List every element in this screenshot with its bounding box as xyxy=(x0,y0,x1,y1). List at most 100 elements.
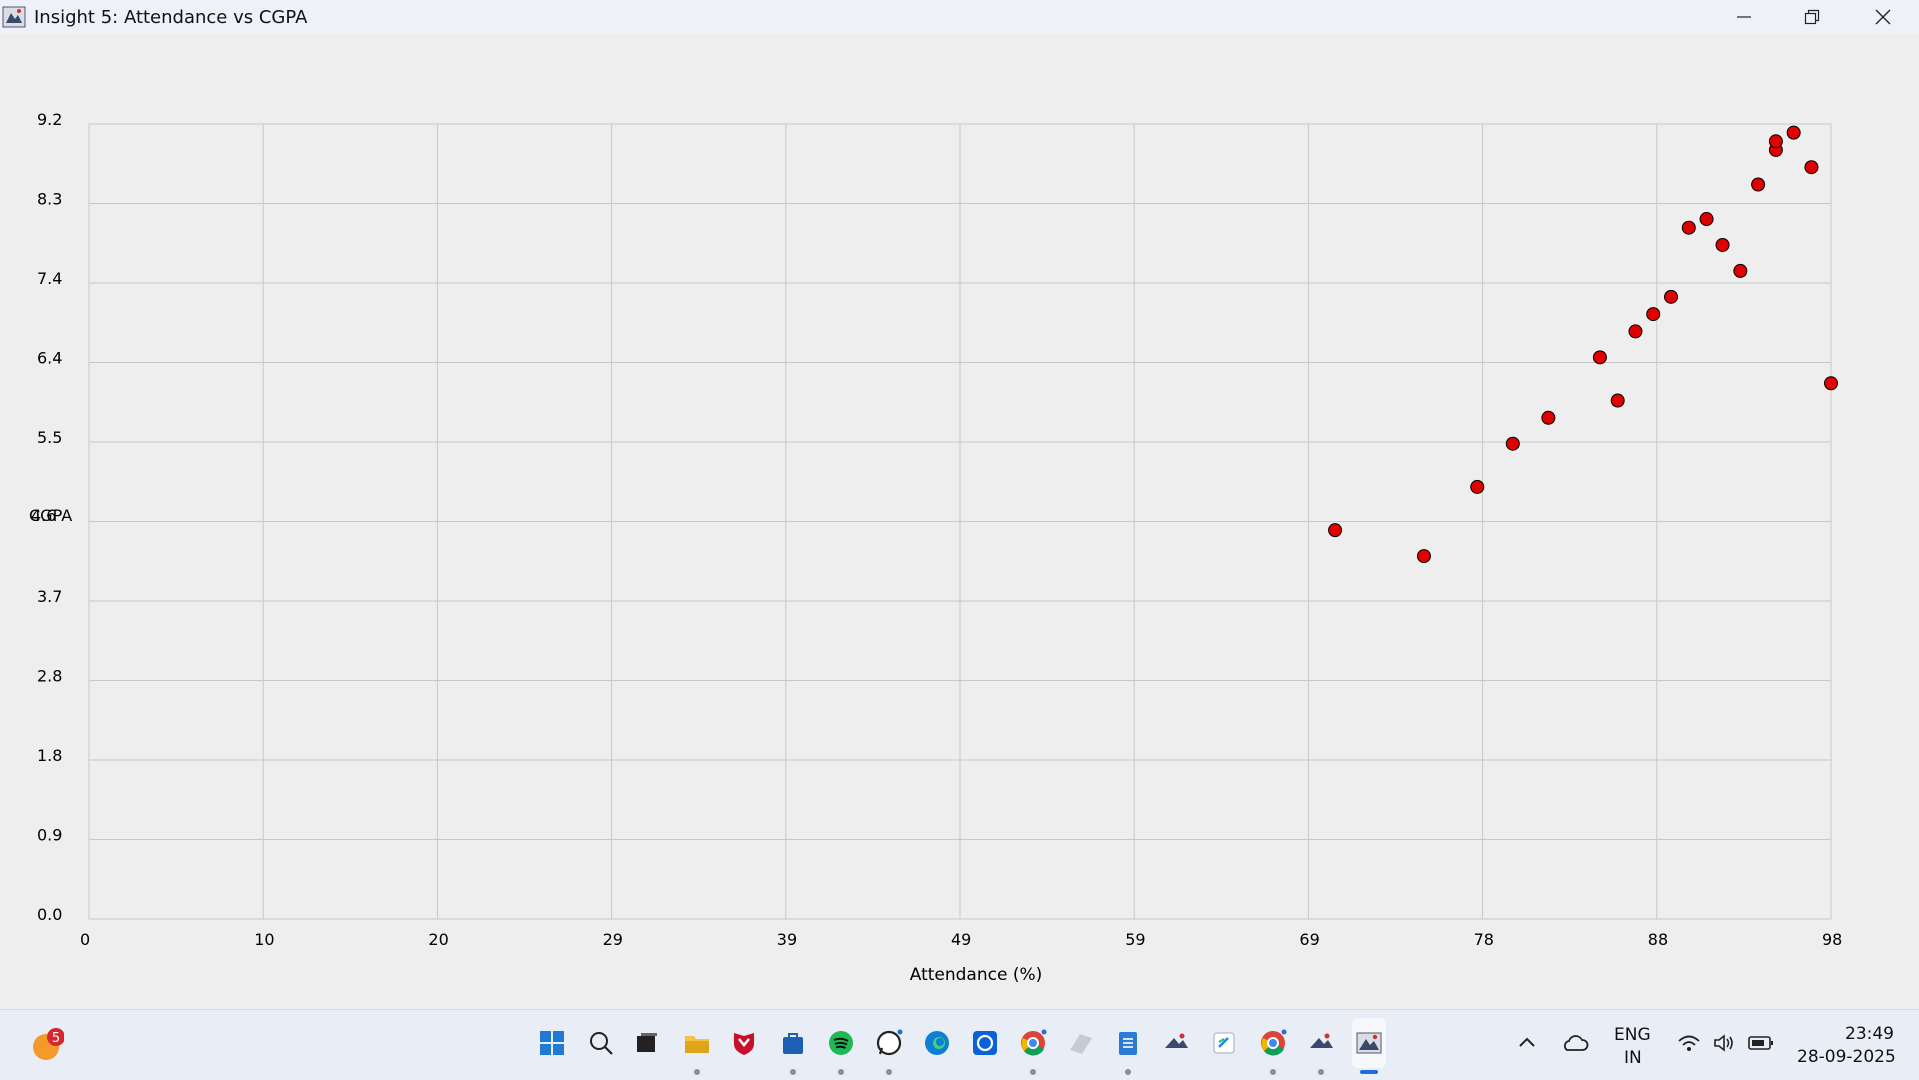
title-bar: Insight 5: Attendance vs CGPA xyxy=(0,0,1919,34)
start-button[interactable] xyxy=(535,1026,569,1060)
mcafee-button[interactable] xyxy=(727,1026,761,1060)
spotify-button[interactable] xyxy=(824,1026,858,1060)
clock-time[interactable]: 23:49 xyxy=(1845,1024,1894,1044)
running-indicator xyxy=(886,1069,892,1075)
running-indicator xyxy=(1030,1069,1036,1075)
minimize-icon xyxy=(1737,16,1751,18)
y-tick-label: 9.2 xyxy=(37,110,62,129)
store-icon xyxy=(783,1033,803,1054)
running-indicator xyxy=(838,1069,844,1075)
spotify-icon xyxy=(829,1031,853,1055)
notepad-icon xyxy=(1119,1032,1137,1055)
x-tick-label: 39 xyxy=(777,930,797,949)
weather-widget[interactable]: 5 xyxy=(30,1028,64,1062)
y-tick-label: 0.0 xyxy=(37,905,62,924)
vscode-button[interactable] xyxy=(1207,1026,1241,1060)
data-point xyxy=(1328,523,1343,538)
x-tick-label: 69 xyxy=(1299,930,1319,949)
x-axis-ticks: 0 10 20 29 39 49 59 69 78 88 98 xyxy=(80,930,1842,949)
grid-lines xyxy=(89,124,1831,919)
chrome-button[interactable] xyxy=(1016,1026,1050,1060)
y-axis-label: CGPA xyxy=(29,506,72,525)
data-point xyxy=(1664,289,1679,304)
data-point xyxy=(1733,263,1748,278)
y-tick-label: 2.8 xyxy=(37,667,62,686)
clock-date[interactable]: 28-09-2025 xyxy=(1797,1047,1896,1067)
vscode-icon xyxy=(1213,1032,1235,1054)
app-icon-blue xyxy=(973,1031,997,1055)
tray-overflow-button[interactable] xyxy=(1510,1026,1544,1060)
data-point xyxy=(1824,376,1838,391)
restore-icon xyxy=(1804,9,1820,25)
language-indicator[interactable]: ENG xyxy=(1614,1025,1651,1045)
whatsapp-icon xyxy=(876,1029,903,1056)
y-tick-overlap: 4.6 xyxy=(31,506,56,525)
minimize-button[interactable] xyxy=(1710,0,1778,34)
edge-button[interactable] xyxy=(920,1026,954,1060)
java-app-icon xyxy=(2,6,26,28)
mcafee-icon xyxy=(734,1033,754,1055)
y-tick-label: 0.9 xyxy=(37,826,62,845)
x-axis-label: Attendance (%) xyxy=(910,965,1043,985)
volume-button[interactable] xyxy=(1708,1026,1742,1060)
data-points xyxy=(1328,125,1838,564)
data-point xyxy=(1804,160,1819,175)
file-explorer-icon xyxy=(685,1036,709,1053)
x-tick-label: 10 xyxy=(254,930,274,949)
weather-badge: 5 xyxy=(52,1031,60,1046)
data-point xyxy=(1715,237,1730,252)
java-button-2[interactable] xyxy=(1304,1026,1338,1060)
active-indicator xyxy=(1360,1070,1378,1074)
chrome-icon xyxy=(1021,1029,1047,1056)
x-tick-label: 98 xyxy=(1822,930,1842,949)
java-button[interactable] xyxy=(1159,1026,1193,1060)
task-view-button[interactable] xyxy=(630,1026,664,1060)
data-point xyxy=(1699,212,1714,227)
running-indicator xyxy=(1318,1069,1324,1075)
battery-icon xyxy=(1748,1036,1773,1050)
wifi-icon xyxy=(1678,1035,1700,1051)
chrome-profile-button[interactable] xyxy=(1256,1026,1290,1060)
blue-app-button[interactable] xyxy=(968,1026,1002,1060)
active-app-button[interactable] xyxy=(1352,1018,1386,1068)
wifi-button[interactable] xyxy=(1672,1026,1706,1060)
search-icon xyxy=(590,1032,613,1055)
close-icon xyxy=(1875,9,1891,25)
data-point xyxy=(1470,479,1485,494)
x-tick-label: 20 xyxy=(428,930,448,949)
data-point xyxy=(1751,177,1766,192)
y-tick-label: 7.4 xyxy=(37,269,62,288)
window-title: Insight 5: Attendance vs CGPA xyxy=(34,7,308,28)
region-indicator[interactable]: IN xyxy=(1624,1048,1642,1068)
battery-button[interactable] xyxy=(1744,1026,1778,1060)
onedrive-button[interactable] xyxy=(1558,1026,1592,1060)
y-tick-label: 5.5 xyxy=(37,428,62,447)
close-button[interactable] xyxy=(1849,0,1917,34)
x-tick-label: 88 xyxy=(1648,930,1668,949)
running-indicator xyxy=(1270,1069,1276,1075)
y-tick-label: 8.3 xyxy=(37,190,62,209)
running-indicator xyxy=(694,1069,700,1075)
search-button[interactable] xyxy=(584,1026,618,1060)
running-indicator xyxy=(790,1069,796,1075)
notepad-button[interactable] xyxy=(1111,1026,1145,1060)
data-point xyxy=(1610,393,1625,408)
notes-button[interactable] xyxy=(1063,1026,1097,1060)
data-point xyxy=(1592,350,1607,365)
x-tick-label: 78 xyxy=(1474,930,1494,949)
restore-button[interactable] xyxy=(1778,0,1846,34)
notes-icon xyxy=(1070,1034,1092,1054)
store-button[interactable] xyxy=(776,1026,810,1060)
running-indicator xyxy=(1125,1069,1131,1075)
edge-icon xyxy=(925,1031,949,1055)
file-explorer-button[interactable] xyxy=(680,1026,714,1060)
java-icon-2 xyxy=(1310,1033,1333,1048)
x-tick-label: 0 xyxy=(80,930,90,949)
y-tick-label: 3.7 xyxy=(37,587,62,606)
chevron-up-icon xyxy=(1519,1037,1535,1047)
data-point xyxy=(1505,436,1520,451)
task-view-icon xyxy=(637,1033,657,1052)
whatsapp-button[interactable] xyxy=(872,1026,906,1060)
start-icon xyxy=(540,1031,564,1055)
cloud-icon xyxy=(1564,1035,1589,1051)
